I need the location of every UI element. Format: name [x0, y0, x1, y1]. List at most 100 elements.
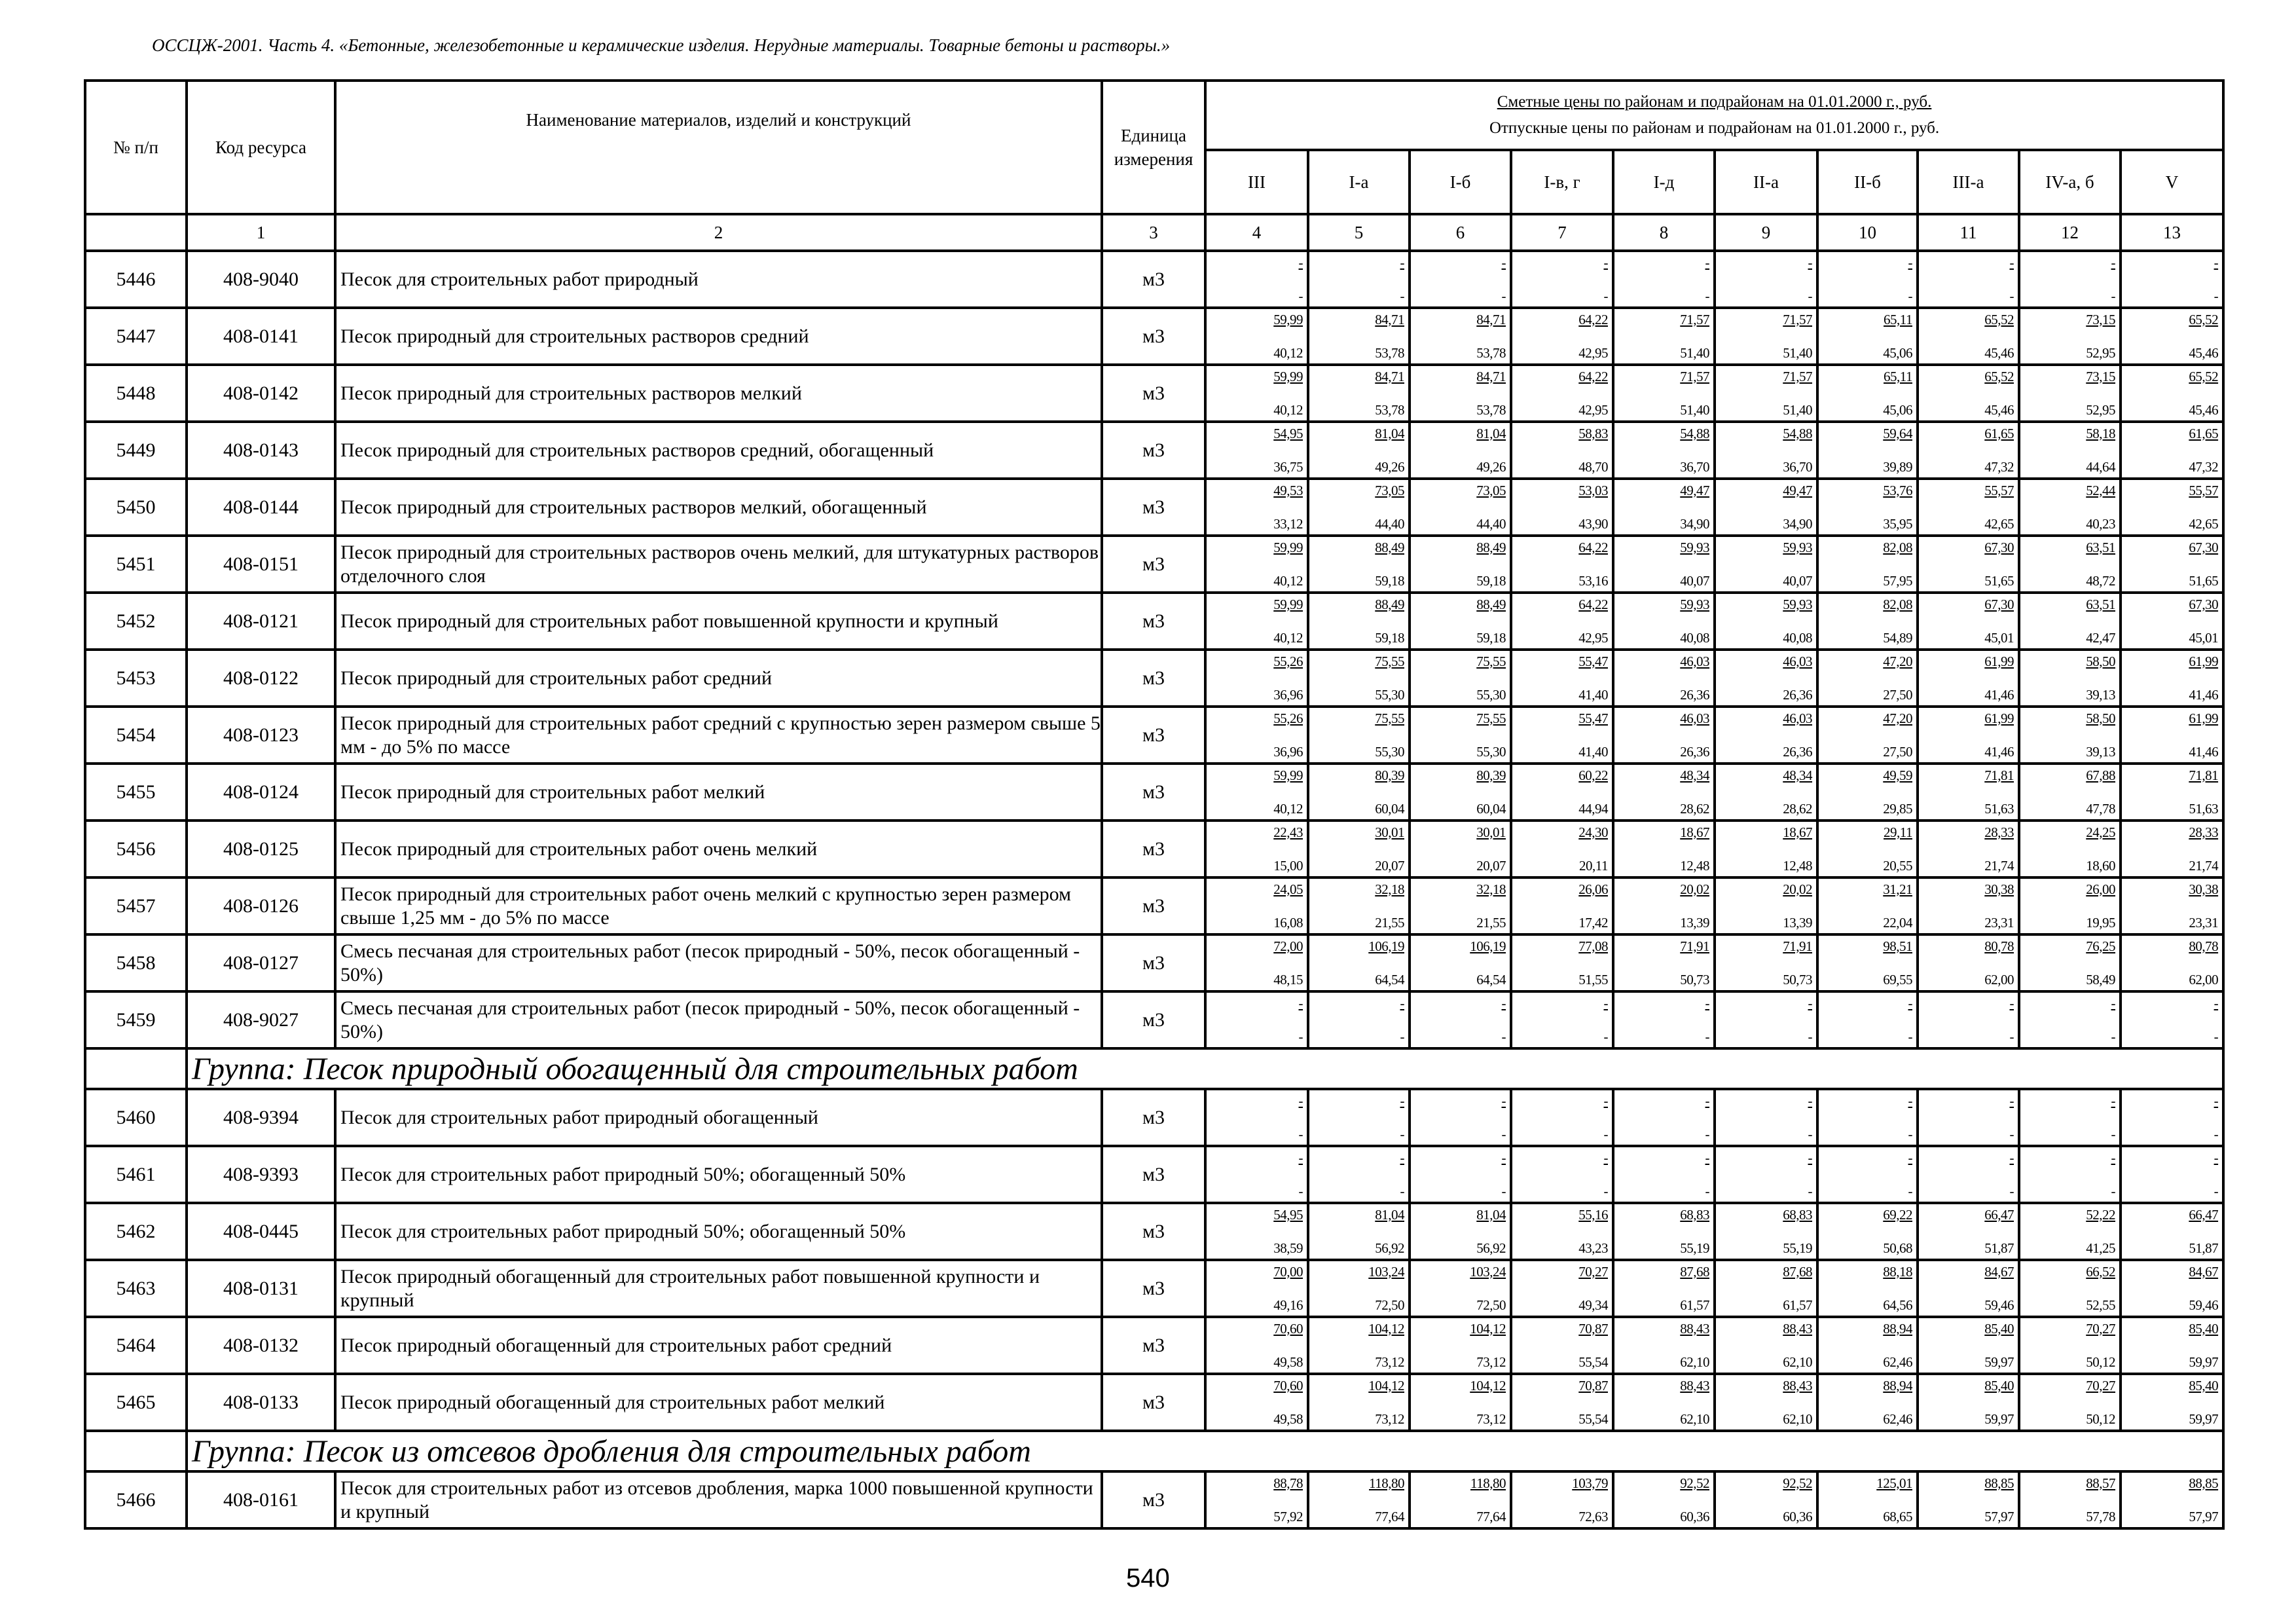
row-number: 5461	[84, 1145, 188, 1204]
release-price: 48,72	[2086, 572, 2115, 589]
release-price: 40,08	[1680, 629, 1709, 646]
release-price: -	[2009, 287, 2014, 304]
price-pair: 80,39 60,04	[1309, 767, 1404, 817]
price-cell: 76,25 58,49	[2018, 933, 2122, 993]
estimate-price: 58,83	[1578, 425, 1608, 441]
price-cell: 68,83 55,19	[1612, 1202, 1716, 1261]
price-pair: 67,30 45,01	[2122, 597, 2218, 646]
price-pair: 67,30 45,01	[1919, 597, 2014, 646]
release-price: 59,18	[1375, 629, 1404, 646]
price-pair: 103,79 72,63	[1512, 1475, 1608, 1525]
price-cell: 71,81 51,63	[2119, 762, 2225, 822]
release-price: 60,36	[1680, 1508, 1709, 1524]
group-row: Группа: Песок природный обогащенный для …	[84, 1047, 2225, 1090]
row-number: 5465	[84, 1373, 188, 1432]
price-pair: 75,55 55,30	[1309, 654, 1404, 703]
estimate-price: 70,00	[1273, 1263, 1303, 1280]
estimate-price: 59,99	[1273, 368, 1303, 384]
price-cell: 84,71 53,78	[1408, 306, 1512, 366]
column-numbers-row: 1 2 3 4 5 6 7 8 9 10 11 12 13	[84, 213, 2225, 252]
price-cell: 69,22 50,68	[1816, 1202, 1919, 1261]
price-pair: 88,57 57,78	[2020, 1475, 2115, 1525]
price-pair: --	[1919, 995, 2014, 1045]
material-name: Песок природный для строительных работ о…	[334, 876, 1103, 936]
column-number: 4	[1204, 213, 1309, 252]
price-pair: 72,00 48,15	[1207, 938, 1303, 988]
estimate-price: 80,78	[2189, 938, 2219, 954]
price-pair: 24,30 20,11	[1512, 824, 1608, 874]
price-pair: 55,57 42,65	[1919, 483, 2014, 532]
price-pair: 88,43 62,10	[1614, 1378, 1709, 1428]
price-pair: --	[1512, 255, 1609, 304]
release-price: 57,78	[2086, 1508, 2115, 1524]
estimate-price: 84,71	[1375, 311, 1404, 327]
price-cell: 24,25 18,60	[2018, 819, 2122, 879]
release-price: 62,10	[1783, 1411, 1812, 1427]
release-price: 49,58	[1273, 1354, 1303, 1370]
column-number: 3	[1101, 213, 1207, 252]
header-region: III-а	[1916, 148, 2020, 216]
price-cell: --	[1510, 990, 1614, 1050]
release-price: 38,59	[1273, 1240, 1303, 1256]
price-cell: 73,05 44,40	[1408, 477, 1512, 537]
estimate-price: 75,55	[1375, 710, 1404, 726]
estimate-price: 49,47	[1680, 482, 1709, 498]
unit: м3	[1101, 1316, 1207, 1375]
price-cell: 106,19 64,54	[1307, 933, 1411, 993]
group-row: Группа: Песок из отсевов дробления для с…	[84, 1430, 2225, 1473]
release-price: -	[1501, 1183, 1506, 1199]
estimate-price: 28,33	[1984, 824, 2014, 840]
price-pair: 81,04 49,26	[1411, 426, 1506, 475]
estimate-price: 32,18	[1476, 881, 1506, 897]
estimate-price: 67,30	[1984, 539, 2014, 555]
price-pair: 65,52 45,46	[1919, 312, 2014, 361]
header-region: I-а	[1307, 148, 1411, 216]
estimate-price: 88,85	[1984, 1475, 2014, 1491]
estimate-price: 70,60	[1273, 1320, 1303, 1337]
estimate-price: 48,34	[1783, 767, 1812, 783]
price-cell: 18,67 12,48	[1612, 819, 1716, 879]
price-cell: --	[1204, 249, 1309, 309]
release-price: 45,46	[2189, 401, 2219, 418]
estimate-price: 85,40	[1984, 1320, 2014, 1337]
price-pair: 46,03 26,36	[1614, 654, 1709, 703]
price-pair: 88,43 62,10	[1716, 1321, 1812, 1371]
resource-code: 408-0123	[185, 705, 337, 765]
price-cell: --	[2119, 249, 2225, 309]
price-pair: 88,85 57,97	[2122, 1475, 2218, 1525]
price-pair: 125,01 68,65	[1819, 1475, 1912, 1525]
price-cell: --	[1612, 249, 1716, 309]
table-row: 5447 408-0141 Песок природный для строител…	[84, 306, 2225, 366]
price-pair: --	[2020, 255, 2116, 304]
estimate-price: 61,99	[1984, 653, 2014, 669]
price-cell: 64,22 53,16	[1510, 534, 1614, 594]
price-cell: 75,55 55,30	[1408, 648, 1512, 708]
price-cell: --	[1510, 1145, 1614, 1204]
estimate-price: 59,99	[1273, 539, 1303, 555]
price-cell: 88,43 62,10	[1713, 1316, 1819, 1375]
row-number: 5451	[84, 534, 188, 594]
price-pair: --	[1716, 255, 1813, 304]
release-price: -	[1908, 287, 1913, 304]
price-cell: 80,39 60,04	[1307, 762, 1411, 822]
header-region: V	[2119, 148, 2225, 216]
resource-code: 408-0124	[185, 762, 337, 822]
price-cell: 54,95 38,59	[1204, 1202, 1309, 1261]
price-pair: 104,12 73,12	[1411, 1321, 1506, 1371]
estimate-price: 80,39	[1375, 767, 1404, 783]
estimate-price: 20,02	[1783, 881, 1812, 897]
price-pair: 46,03 26,36	[1716, 710, 1812, 760]
price-cell: 49,59 29,85	[1816, 762, 1919, 822]
release-price: 62,46	[1883, 1411, 1912, 1427]
price-cell: --	[1713, 990, 1819, 1050]
row-number: 5453	[84, 648, 188, 708]
price-cell: 80,78 62,00	[2119, 933, 2225, 993]
resource-code: 408-0141	[185, 306, 337, 366]
price-pair: --	[2122, 1093, 2219, 1143]
price-pair: 55,47 41,40	[1512, 654, 1608, 703]
release-price: 41,46	[2189, 743, 2219, 760]
resource-code: 408-0121	[185, 591, 337, 651]
header-row-top: № п/п Код ресурса Наименование материало…	[84, 79, 2225, 215]
price-pair: --	[1309, 1150, 1405, 1200]
estimate-price: 75,55	[1375, 653, 1404, 669]
